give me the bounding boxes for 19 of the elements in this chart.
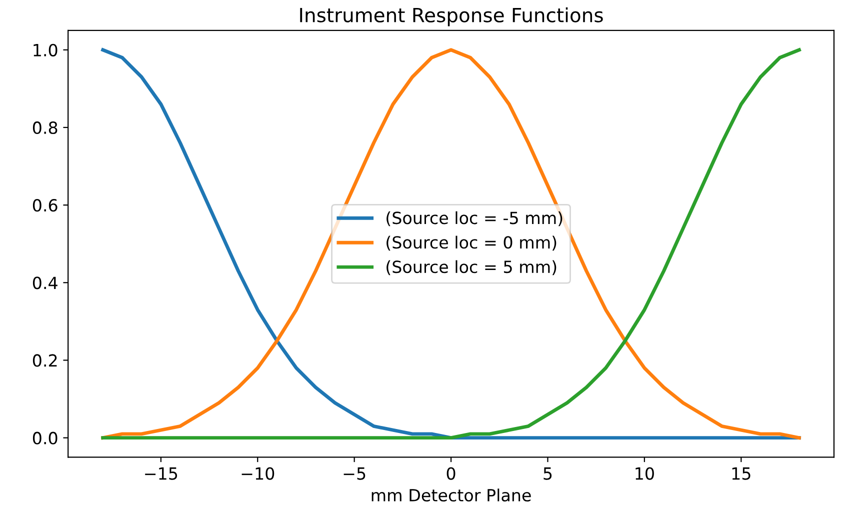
x-tick-label: −5: [344, 467, 366, 480]
x-tick-label: 10: [636, 467, 654, 480]
y-tick-label: 1.0: [34, 44, 58, 56]
legend-label: (Source loc = -5 mm): [386, 211, 562, 226]
y-tick-label: 0.2: [32, 354, 57, 367]
x-tick-label: 0: [446, 467, 456, 480]
x-tick-label: −10: [242, 467, 274, 480]
x-tick-label: 5: [544, 467, 552, 480]
y-tick-label: 0.6: [32, 199, 58, 212]
y-tick-label: 0.0: [32, 432, 58, 444]
y-tick-label: 0.4: [32, 276, 58, 290]
x-tick-label: −15: [145, 467, 178, 480]
y-tick-label: 0.8: [32, 121, 58, 134]
x-tick-label: 15: [732, 467, 750, 480]
chart-title: Instrument Response Functions: [300, 7, 603, 26]
legend-label: (Source loc = 5 mm): [386, 260, 556, 276]
line-series: [101, 48, 801, 440]
legend-label: (Source loc = 0 mm): [386, 236, 556, 251]
x-axis-title: mm Detector Plane: [372, 488, 531, 502]
